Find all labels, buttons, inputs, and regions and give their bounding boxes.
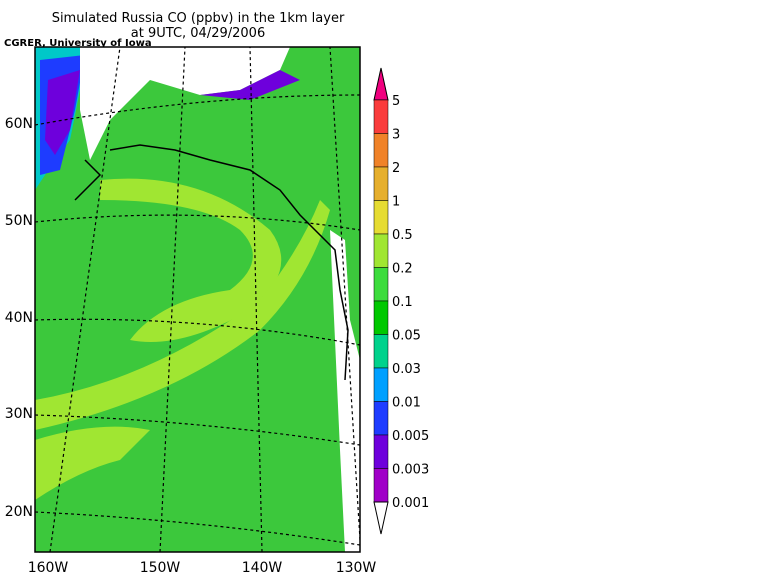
- colorbar-label: 0.01: [392, 396, 421, 411]
- colorbar-label: 1: [392, 195, 400, 210]
- longitude-label: 140W: [242, 560, 283, 576]
- colorbar-segment: [373, 133, 389, 168]
- latitude-label: 50N: [5, 213, 33, 229]
- colorbar-segment: [373, 401, 389, 436]
- latitude-label: 60N: [5, 116, 33, 132]
- colorbar-label: 0.5: [392, 228, 413, 243]
- colorbar-triangle: [373, 67, 389, 101]
- colorbar-label: 2: [392, 161, 400, 176]
- colorbar-label: 0.03: [392, 362, 421, 377]
- latitude-label: 30N: [5, 406, 33, 422]
- longitude-label: 130W: [336, 560, 377, 576]
- colorbar-segment: [373, 468, 389, 503]
- latitude-label: 20N: [5, 504, 33, 520]
- colorbar-label: 0.003: [392, 463, 429, 478]
- colorbar-label: 0.1: [392, 295, 413, 310]
- title: Simulated Russia CO (ppbv) in the 1km la…: [52, 11, 345, 26]
- colorbar-segment: [373, 300, 389, 335]
- longitude-label: 150W: [140, 560, 181, 576]
- colorbar-label: 0.005: [392, 429, 429, 444]
- latitude-label: 40N: [5, 310, 33, 326]
- colorbar-segment: [373, 233, 389, 268]
- colorbar-label: 0.001: [392, 496, 429, 511]
- colorbar-segment: [373, 99, 389, 134]
- colorbar-label: 5: [392, 94, 400, 109]
- subtitle: at 9UTC, 04/29/2006: [131, 26, 265, 41]
- longitude-label: 160W: [28, 560, 69, 576]
- map-area: [34, 46, 361, 553]
- colorbar-segment: [373, 367, 389, 402]
- colorbar-triangle: [373, 501, 389, 535]
- colorbar-segment: [373, 267, 389, 302]
- colorbar-segment: [373, 334, 389, 369]
- credit: CGRER, University of Iowa: [4, 38, 152, 49]
- colorbar-segment: [373, 166, 389, 201]
- colorbar-label: 0.05: [392, 329, 421, 344]
- colorbar-label: 0.2: [392, 262, 413, 277]
- colorbar-segment: [373, 200, 389, 235]
- colorbar-segment: [373, 434, 389, 469]
- colorbar-label: 3: [392, 128, 400, 143]
